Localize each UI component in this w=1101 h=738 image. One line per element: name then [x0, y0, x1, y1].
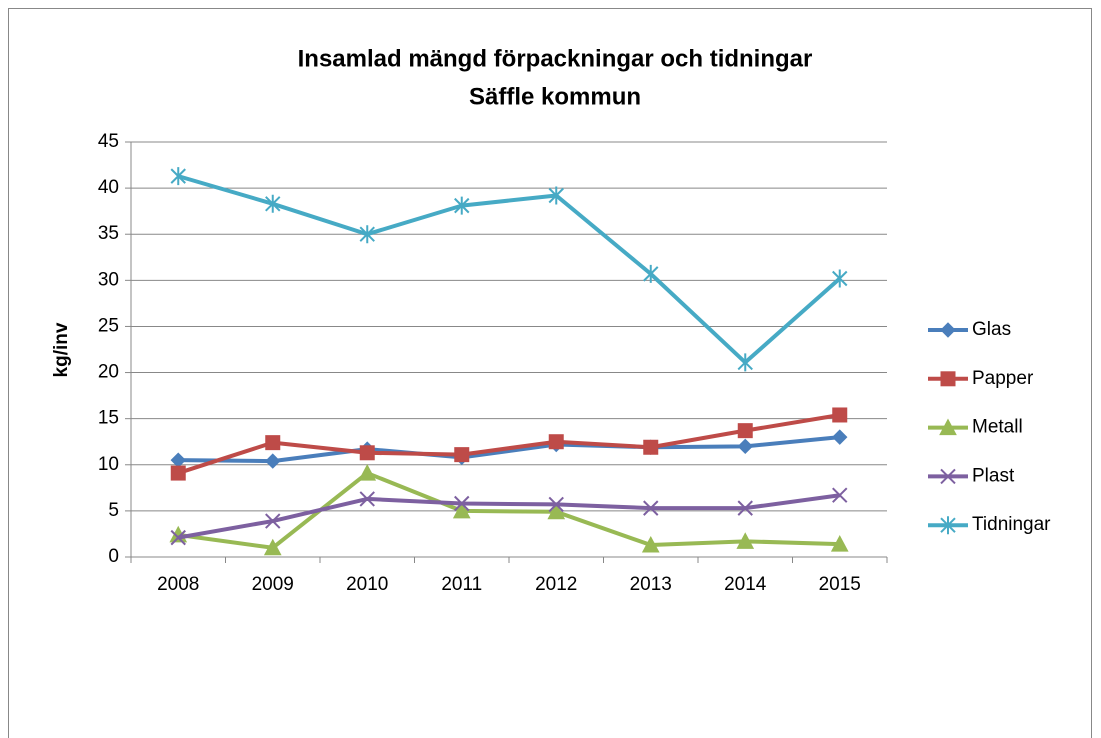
x-tick-label: 2009	[252, 574, 294, 595]
y-tick-label: 5	[108, 500, 119, 521]
data-point	[170, 167, 186, 186]
data-point	[832, 407, 848, 423]
y-tick-label: 35	[98, 223, 119, 244]
data-point	[454, 495, 470, 512]
data-point	[358, 464, 377, 481]
y-axis-title: kg/inv	[51, 322, 72, 377]
data-point	[359, 445, 375, 461]
data-point	[265, 435, 281, 451]
data-point	[454, 447, 470, 463]
data-point	[547, 502, 566, 520]
data-point	[170, 529, 186, 546]
data-point	[359, 491, 375, 507]
data-point	[643, 500, 659, 516]
data-point	[548, 186, 564, 205]
legend-marker	[940, 516, 956, 535]
y-tick-label: 20	[98, 362, 119, 383]
series-line	[177, 471, 840, 550]
x-tick-label: 2010	[346, 574, 388, 595]
legend-marker	[939, 418, 957, 436]
data-point	[548, 496, 564, 513]
data-point	[832, 429, 848, 445]
y-tick-label: 25	[98, 315, 119, 336]
y-tick-label: 0	[108, 546, 119, 567]
data-point	[170, 465, 186, 481]
legend-label: Tidningar	[972, 514, 1051, 535]
series-line	[177, 174, 842, 365]
legend-label: Papper	[972, 368, 1034, 389]
x-tick-label: 2011	[441, 574, 482, 595]
x-tick-label: 2008	[157, 574, 199, 595]
data-point	[830, 535, 849, 552]
y-tick-label: 15	[98, 408, 119, 429]
legend-label: Metall	[972, 417, 1023, 438]
y-tick-label: 45	[98, 131, 119, 152]
data-point	[643, 264, 659, 283]
legend-marker	[940, 322, 956, 338]
y-tick-label: 40	[98, 177, 119, 198]
data-point	[548, 434, 564, 450]
series-line	[177, 493, 841, 540]
x-tick-label: 2015	[819, 574, 861, 595]
data-point	[737, 353, 753, 372]
chart-title: Insamlad mängd förpackningar och tidning…	[298, 45, 813, 72]
data-point	[832, 487, 848, 503]
y-tick-label: 30	[98, 269, 119, 290]
data-point	[832, 269, 848, 288]
series-line	[177, 413, 841, 475]
data-point	[263, 538, 282, 556]
y-tick-label: 10	[98, 454, 119, 475]
x-tick-label: 2014	[724, 574, 767, 595]
data-point	[737, 500, 753, 516]
data-point	[641, 535, 660, 553]
data-point	[737, 423, 753, 439]
data-point	[454, 196, 470, 215]
data-point	[452, 501, 471, 519]
data-point	[737, 438, 753, 455]
data-point	[643, 439, 659, 455]
legend-marker	[940, 468, 956, 485]
data-point	[359, 225, 375, 244]
data-point	[265, 513, 281, 529]
series-line	[178, 435, 840, 464]
legend-label: Plast	[972, 465, 1015, 486]
chart-subtitle: Säffle kommun	[469, 83, 641, 110]
chart-border	[8, 8, 1092, 738]
data-point	[265, 453, 281, 469]
legend-marker	[940, 371, 956, 387]
data-point	[265, 194, 281, 213]
x-tick-label: 2013	[630, 574, 672, 595]
x-tick-label: 2012	[535, 574, 577, 595]
legend-label: Glas	[972, 319, 1011, 340]
data-point	[736, 532, 755, 549]
